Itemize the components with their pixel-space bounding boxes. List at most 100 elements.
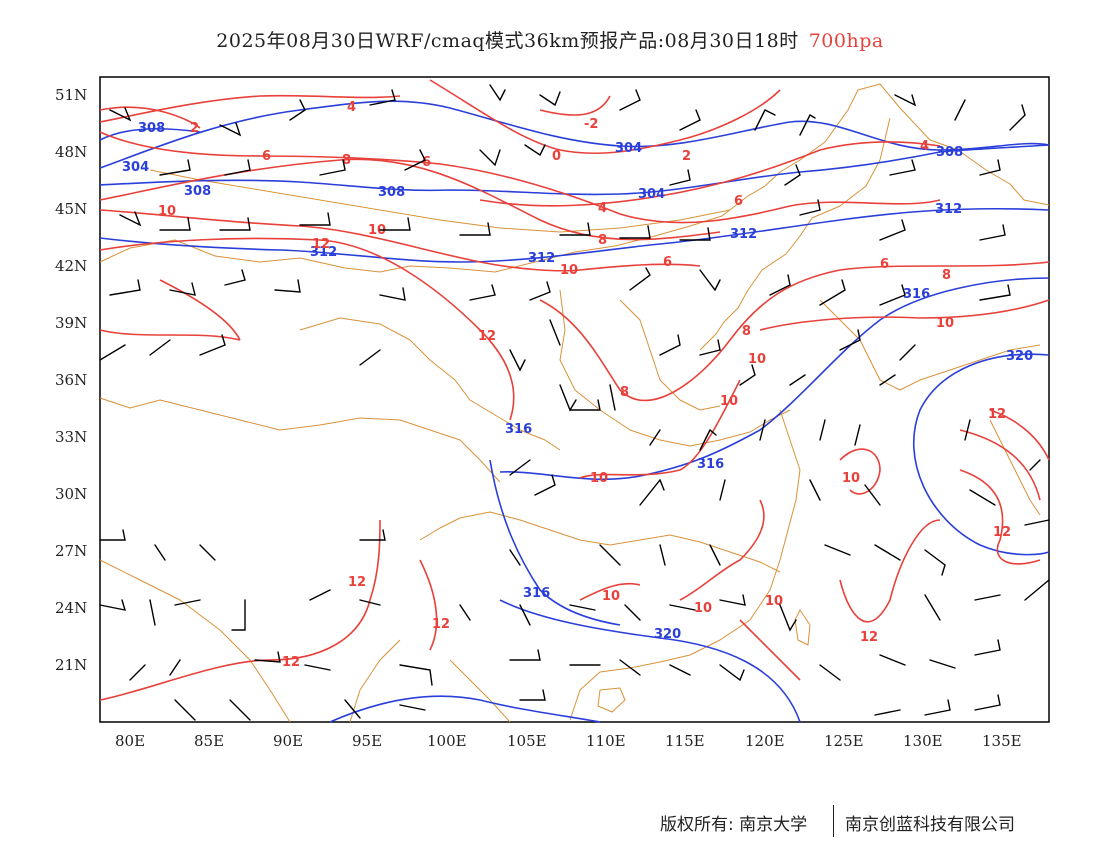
wind-barb xyxy=(1024,519,1050,526)
wind-barb xyxy=(669,604,696,611)
wind-barb xyxy=(524,144,546,157)
temp-label: 6 xyxy=(663,255,672,270)
wind-barb xyxy=(404,149,426,171)
temp-label: 12 xyxy=(432,617,450,632)
title-main: 2025年08月30日WRF/cmaq模式36km预报产品:08月30日18时 xyxy=(216,30,799,52)
lon-label: 135E xyxy=(982,732,1022,750)
wind-barb xyxy=(309,589,331,601)
wind-barb xyxy=(99,599,127,611)
contour-320 xyxy=(912,353,1050,556)
temp-label: 12 xyxy=(860,630,878,645)
wind-barb xyxy=(854,424,861,446)
contour-blue-south xyxy=(329,695,601,723)
wind-barb xyxy=(519,689,546,701)
wind-barb xyxy=(979,284,1011,301)
wind-barb xyxy=(509,349,526,372)
wind-barb xyxy=(789,374,806,386)
wind-barb xyxy=(359,599,381,606)
wind-barb xyxy=(519,604,531,626)
company-name: 南京创蓝科技有限公司 xyxy=(845,815,1015,835)
wind-barb xyxy=(569,604,596,611)
contour-316-south xyxy=(489,459,621,626)
height-label: 304 xyxy=(122,160,149,175)
temp-label: 12 xyxy=(988,407,1006,422)
temp-label: 10 xyxy=(590,471,608,486)
wind-barb xyxy=(219,217,251,231)
lon-label: 90E xyxy=(273,732,304,750)
wind-barb xyxy=(824,544,851,556)
wind-barb xyxy=(979,159,1001,176)
wind-barb xyxy=(969,489,996,506)
copyright-text: 版权所有: 南京大学 xyxy=(660,815,808,835)
lon-label: 100E xyxy=(427,732,467,750)
wind-barb xyxy=(359,529,386,541)
wind-barb xyxy=(304,664,331,671)
wind-barb xyxy=(759,419,766,441)
wind-barb xyxy=(99,529,126,541)
lat-label: 51N xyxy=(55,86,88,104)
temp-2 xyxy=(99,89,781,141)
lon-label: 110E xyxy=(586,732,626,750)
wind-barb xyxy=(669,169,691,186)
wind-barb xyxy=(719,594,746,606)
temp-label: 4 xyxy=(920,139,929,154)
wind-barb xyxy=(559,222,591,236)
contour-312 xyxy=(99,207,1050,263)
temp-label: 10 xyxy=(602,589,620,604)
india-border xyxy=(99,559,291,723)
lat-label: 39N xyxy=(55,314,88,332)
wind-barb xyxy=(629,267,651,291)
wind-barb xyxy=(709,544,721,566)
wind-barb xyxy=(929,659,956,669)
lat-label: 45N xyxy=(55,200,88,218)
wind-barb xyxy=(379,217,411,231)
height-label: 316 xyxy=(903,287,930,302)
taiwan xyxy=(794,609,811,646)
wind-barb xyxy=(779,604,797,632)
wind-barb xyxy=(534,474,556,496)
lat-label: 48N xyxy=(55,143,88,161)
wind-barb xyxy=(99,344,126,361)
wind-barb xyxy=(479,149,501,167)
wind-barb xyxy=(509,459,531,476)
wind-barb xyxy=(219,122,242,137)
wind-barb xyxy=(319,159,346,176)
wind-barb xyxy=(254,651,281,663)
temp-0 xyxy=(429,79,681,155)
temp-label: 10 xyxy=(765,594,783,609)
lat-label: 24N xyxy=(55,599,88,617)
wind-barb xyxy=(639,478,665,506)
contour-308-east xyxy=(939,144,1050,153)
wind-barb xyxy=(549,319,561,346)
temp-label: 12 xyxy=(478,329,496,344)
wind-barb xyxy=(619,89,641,111)
map-frame xyxy=(99,76,1050,723)
wind-barb xyxy=(799,199,821,216)
wind-barb xyxy=(974,639,1001,656)
wind-barb xyxy=(799,114,816,136)
wind-barb xyxy=(839,329,861,351)
height-label: 308 xyxy=(936,145,963,160)
lon-label: 80E xyxy=(115,732,146,750)
wind-barb xyxy=(879,654,906,666)
temp-label: 2 xyxy=(190,121,199,136)
temp-label: -2 xyxy=(584,117,598,132)
coastline-east xyxy=(569,409,801,721)
mongolia-border xyxy=(149,169,731,233)
temp-label: 2 xyxy=(682,149,691,164)
wind-barb xyxy=(459,604,471,621)
lon-label: 95E xyxy=(352,732,383,750)
temp-label: 8 xyxy=(598,233,607,248)
wind-barb xyxy=(879,374,896,386)
lon-label: 115E xyxy=(665,732,705,750)
temp-label: 10 xyxy=(694,601,712,616)
footer-divider xyxy=(833,805,834,837)
wind-barb xyxy=(894,94,917,107)
contour-labels: 308 304 304 308 308 304 312 312 312 308 … xyxy=(122,100,1033,670)
wind-barb xyxy=(924,549,946,576)
wind-barb xyxy=(699,269,721,292)
wind-barb xyxy=(509,549,521,566)
wind-barb xyxy=(819,419,826,441)
height-label: 320 xyxy=(654,627,681,642)
height-label: 316 xyxy=(697,457,724,472)
